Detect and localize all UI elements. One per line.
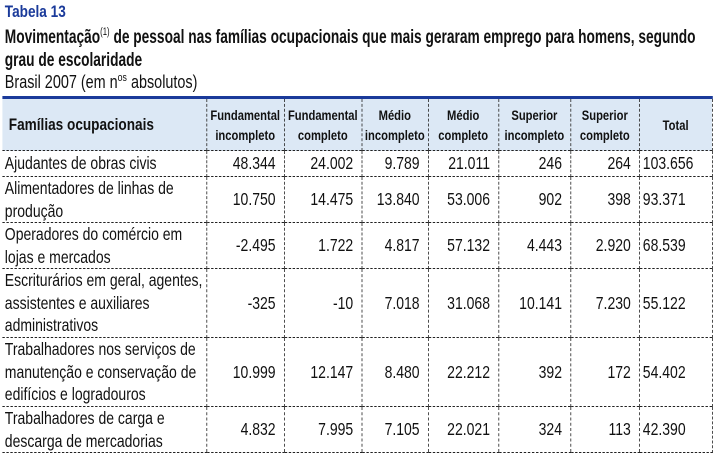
cell-value: 7.230 [570, 268, 640, 338]
table-number: Tabela 13 [4, 2, 66, 21]
table-subtitle: Brasil 2007 (em nos absolutos) [5, 67, 716, 93]
row-label: Escriturários em geral, agentes, assiste… [2, 268, 207, 338]
cell-value: 93.371 [638, 176, 713, 223]
cell-value: 8.480 [361, 337, 428, 407]
cell-value: 10.141 [497, 268, 571, 338]
footnote-marker: (1) [100, 26, 110, 38]
cell-value: 398 [570, 176, 640, 223]
cell-value: 21.011 [427, 150, 499, 177]
subtitle-start: Brasil 2007 (em n [4, 72, 118, 92]
cell-value: 57.132 [427, 222, 499, 269]
title-start: Movimentação [4, 26, 101, 48]
column-header-text: Famílias ocupacionais [8, 114, 154, 134]
cell-value: 392 [497, 337, 571, 407]
column-header-text: completo [297, 126, 348, 143]
cell-value: 103.656 [638, 150, 713, 177]
column-header: Fundamental completo [283, 97, 362, 151]
row-label: Ajudantes de obras civis [2, 150, 207, 177]
cell-value: 22.212 [427, 337, 499, 407]
cell-value: 113 [570, 406, 640, 453]
cell-value: 10.750 [206, 176, 284, 223]
header-row: Famílias ocupacionais Fundamental incomple… [2, 97, 713, 151]
cell-value: 4.443 [497, 222, 571, 269]
row-label: Trabalhadores nos serviços de manutenção… [2, 337, 207, 407]
cell-value: 172 [570, 337, 640, 407]
table-row: Escriturários em geral, agentes, assiste… [2, 268, 713, 338]
cell-value: 4.817 [361, 222, 428, 269]
cell-value: 14.475 [283, 176, 362, 223]
cell-value: 12.147 [283, 337, 362, 407]
cell-value: 22.021 [427, 406, 499, 453]
cell-value: 48.344 [206, 150, 284, 177]
column-header: Médio incompleto [361, 97, 428, 151]
cell-value: 10.999 [206, 337, 284, 407]
column-header: Superior completo [570, 97, 640, 151]
column-header: Médio completo [427, 97, 499, 151]
column-header-text: Superior [581, 106, 628, 123]
column-header-text: incompleto [364, 126, 425, 143]
column-header-text: Fundamental [287, 106, 358, 123]
cell-value: 264 [570, 150, 640, 177]
cell-value: 246 [497, 150, 571, 177]
title-end: de pessoal nas famílias ocupacionais que… [4, 26, 696, 71]
cell-value: 324 [497, 406, 571, 453]
table-row: Trabalhadores nos serviços de manutenção… [2, 337, 713, 407]
subtitle-sup: os [117, 72, 127, 84]
table-body: Ajudantes de obras civis 48.344 24.002 9.78… [2, 150, 713, 453]
data-table: Famílias ocupacionais Fundamental incomple… [2, 96, 713, 453]
column-header-text: Superior [511, 106, 558, 123]
row-label: Alimentadores de linhas de produção [2, 176, 207, 223]
column-header: Famílias ocupacionais [2, 97, 207, 151]
cell-value: 7.995 [283, 406, 362, 453]
column-header: Fundamental incompleto [206, 97, 284, 151]
column-header: Total [638, 97, 713, 151]
column-header-text: Fundamental [210, 106, 281, 123]
table-title-box: Movimentação(1) de pessoal nas famílias … [5, 21, 716, 71]
column-header-text: Médio [378, 106, 411, 123]
cell-value: 54.402 [638, 337, 713, 407]
cell-value: 7.018 [361, 268, 428, 338]
cell-value: 42.390 [638, 406, 713, 453]
cell-value: 24.002 [283, 150, 362, 177]
column-header-text: Médio [447, 106, 480, 123]
cell-value: 9.789 [361, 150, 428, 177]
column-header-text: incompleto [504, 126, 565, 143]
cell-value: 68.539 [638, 222, 713, 269]
cell-value: 31.068 [427, 268, 499, 338]
table-title: Movimentação(1) de pessoal nas famílias … [5, 21, 709, 72]
table-row: Trabalhadores de carga e descarga de mer… [2, 406, 713, 453]
column-header-text: incompleto [215, 126, 276, 143]
table-row: Ajudantes de obras civis 48.344 24.002 9.78… [2, 150, 713, 177]
cell-value: 1.722 [283, 222, 362, 269]
column-header-text: completo [579, 126, 630, 143]
cell-value: 902 [497, 176, 571, 223]
cell-value: -325 [206, 268, 284, 338]
cell-value: -2.495 [206, 222, 284, 269]
cell-value: 4.832 [206, 406, 284, 453]
cell-value: 13.840 [361, 176, 428, 223]
cell-value: 7.105 [361, 406, 428, 453]
cell-value: -10 [283, 268, 362, 338]
cell-value: 53.006 [427, 176, 499, 223]
row-label: Trabalhadores de carga e descarga de mer… [2, 406, 207, 453]
cell-value: 55.122 [638, 268, 713, 338]
column-header-text: Total [662, 116, 689, 133]
column-header-text: completo [438, 126, 489, 143]
table-row: Operadores do comércio em lojas e mercad… [2, 222, 713, 269]
subtitle-end: absolutos) [126, 72, 198, 92]
table-row: Alimentadores de linhas de produção 10.75… [2, 176, 713, 223]
cell-value: 2.920 [570, 222, 640, 269]
row-label: Operadores do comércio em lojas e mercad… [2, 222, 207, 269]
column-header: Superior incompleto [497, 97, 571, 151]
